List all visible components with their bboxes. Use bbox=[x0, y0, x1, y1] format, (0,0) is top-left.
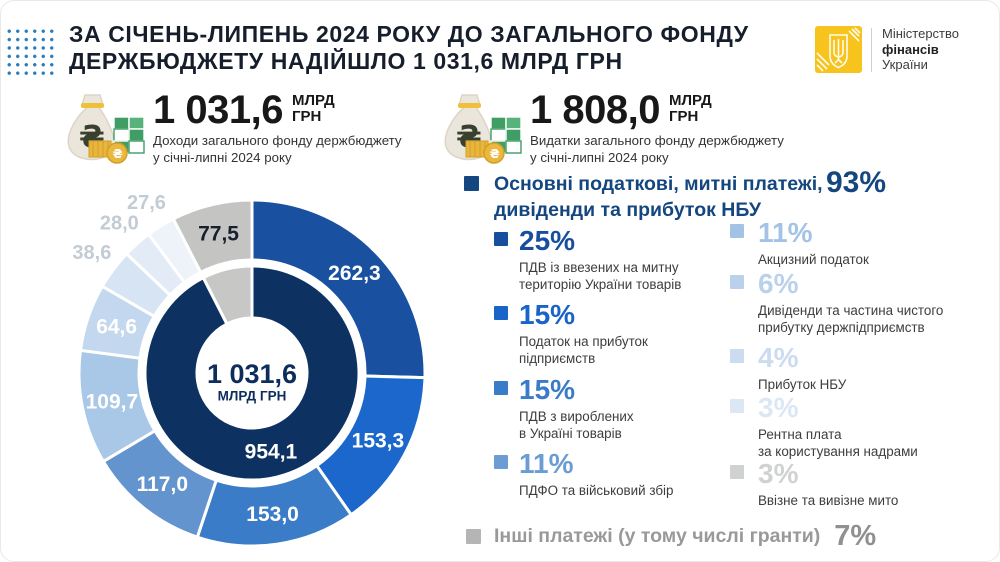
logo-line1: Міністерство bbox=[882, 26, 959, 42]
item-desc: Податок на прибуток підприємств bbox=[519, 334, 648, 366]
breakdown-item-vat-domestic: 15% ПДВ з вироблених в Україні товарів bbox=[494, 374, 744, 442]
revenue-desc: Доходи загального фонду держбюджету у сі… bbox=[153, 133, 402, 165]
item-pct: 6% bbox=[758, 268, 799, 299]
legend-bullet bbox=[730, 349, 744, 363]
breakdown-item-excise: 11% Акцизний податок bbox=[730, 217, 992, 268]
logo-divider bbox=[871, 27, 872, 72]
section-pct: 93% bbox=[826, 166, 887, 199]
legend-bullet bbox=[464, 176, 479, 191]
legend-bullet bbox=[730, 224, 744, 238]
breakdown-item-corporate-tax: 15% Податок на прибуток підприємств bbox=[494, 299, 744, 367]
svg-text:38,6: 38,6 bbox=[72, 242, 111, 264]
other-payments-row: Інші платежі (у тому числі гранти) 7% bbox=[466, 520, 876, 553]
trident-icon bbox=[815, 26, 862, 73]
other-label: Інші платежі (у тому числі гранти) bbox=[494, 525, 821, 547]
item-desc: Ввізне та вивізне мито bbox=[758, 493, 899, 508]
legend-bullet bbox=[466, 529, 481, 544]
item-pct: 3% bbox=[758, 392, 799, 423]
svg-text:₴: ₴ bbox=[490, 147, 500, 161]
breakdown-item-rent: 3% Рентна плата за користування надрами bbox=[730, 392, 992, 460]
money-bag-icon: ₴ ₴ bbox=[444, 94, 522, 164]
svg-text:₴: ₴ bbox=[113, 147, 123, 161]
legend-bullet bbox=[494, 455, 508, 469]
breakdown-item-pit: 11% ПДФО та військовий збір bbox=[494, 448, 744, 499]
expense-stat: ₴ ₴ 1 808,0 МЛРД ГРН Видатки загально bbox=[436, 89, 784, 169]
section-label: Основні податкові, митні платежі, дивіде… bbox=[494, 173, 823, 221]
svg-text:1 031,6: 1 031,6 bbox=[207, 359, 297, 389]
legend-bullet bbox=[494, 232, 508, 246]
svg-text:64,6: 64,6 bbox=[96, 315, 137, 338]
svg-text:77,5: 77,5 bbox=[198, 222, 239, 245]
svg-text:МЛРД ГРН: МЛРД ГРН bbox=[218, 389, 287, 404]
svg-text:28,0: 28,0 bbox=[100, 212, 139, 234]
item-desc: Акцизний податок bbox=[758, 252, 869, 267]
legend-bullet bbox=[494, 306, 508, 320]
item-desc: Дивіденди та частина чистого прибутку де… bbox=[758, 303, 944, 335]
logo-line3: України bbox=[882, 57, 928, 73]
money-bag-icon: ₴ ₴ bbox=[67, 94, 145, 164]
item-pct: 11% bbox=[758, 217, 813, 248]
svg-text:153,0: 153,0 bbox=[246, 503, 299, 526]
item-desc: ПДФО та військовий збір bbox=[519, 483, 674, 498]
svg-text:954,1: 954,1 bbox=[245, 440, 298, 463]
item-desc: Прибуток НБУ bbox=[758, 377, 847, 392]
breakdown-item-nbu-profit: 4% Прибуток НБУ bbox=[730, 342, 992, 393]
item-desc: ПДВ із ввезених на митну територію Украї… bbox=[519, 260, 682, 292]
svg-text:117,0: 117,0 bbox=[137, 473, 188, 496]
legend-bullet bbox=[730, 465, 744, 479]
logo-line2: фінансів bbox=[882, 41, 939, 57]
expense-value: 1 808,0 bbox=[530, 88, 660, 132]
item-pct: 4% bbox=[758, 342, 799, 373]
revenue-stat: ₴ ₴ 1 031,6 МЛРД ГРН Доходи загальног bbox=[59, 89, 402, 169]
dots-pattern-icon bbox=[5, 27, 57, 77]
svg-text:27,6: 27,6 bbox=[127, 192, 166, 214]
donut-chart: 262,3 153,3 153,0 117,0 109,7 64,6 38,6 28,0 27,… bbox=[56, 177, 448, 561]
svg-text:109,7: 109,7 bbox=[86, 390, 139, 413]
svg-text:262,3: 262,3 bbox=[328, 262, 381, 285]
expense-desc: Видатки загального фонду держбюджету у с… bbox=[530, 133, 784, 165]
breakdown-item-duty: 3% Ввізне та вивізне мито bbox=[730, 458, 992, 509]
expense-unit: МЛРД ГРН bbox=[668, 92, 712, 125]
item-pct: 15% bbox=[519, 374, 576, 405]
legend-bullet bbox=[730, 399, 744, 413]
item-desc: Рентна плата за користування надрами bbox=[758, 427, 918, 459]
legend-bullet bbox=[730, 275, 744, 289]
item-desc: ПДВ з вироблених в Україні товарів bbox=[519, 409, 634, 441]
item-pct: 25% bbox=[519, 225, 576, 256]
revenue-value: 1 031,6 bbox=[153, 88, 283, 132]
breakdown-item-dividends: 6% Дивіденди та частина чистого прибутку… bbox=[730, 268, 992, 336]
svg-text:153,3: 153,3 bbox=[352, 429, 405, 452]
item-pct: 3% bbox=[758, 458, 799, 489]
page-title: ЗА СІЧЕНЬ-ЛИПЕНЬ 2024 РОКУ ДО ЗАГАЛЬНОГО… bbox=[69, 21, 749, 74]
legend-bullet bbox=[494, 381, 508, 395]
item-pct: 11% bbox=[519, 448, 574, 479]
revenue-unit: МЛРД ГРН bbox=[291, 92, 335, 125]
other-pct: 7% bbox=[834, 520, 877, 552]
breakdown-item-vat-import: 25% ПДВ із ввезених на митну територію У… bbox=[494, 225, 744, 293]
ministry-logo: Міністерство фінансів України bbox=[815, 26, 959, 73]
item-pct: 15% bbox=[519, 299, 576, 330]
section-header: Основні податкові, митні платежі, дивіде… bbox=[464, 166, 934, 223]
